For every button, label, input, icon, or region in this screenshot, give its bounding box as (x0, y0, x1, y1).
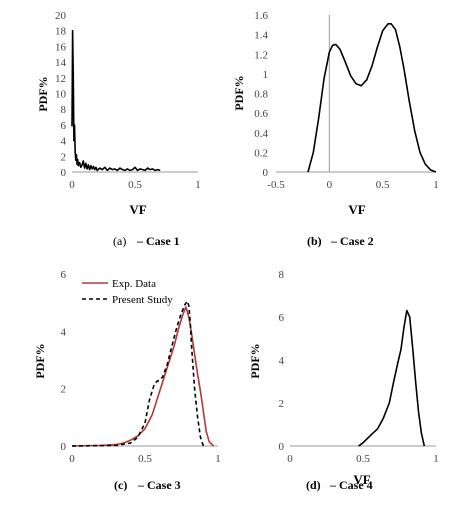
legend: Exp. Data Present Study (82, 278, 173, 306)
series-line (307, 23, 437, 173)
y-tick-label: 10 (55, 89, 67, 101)
series-line (358, 309, 426, 447)
y-tick-label: 8 (61, 104, 67, 116)
x-tick-label: 0.5 (138, 453, 152, 465)
y-tick-label: 18 (55, 26, 67, 38)
series-line (71, 306, 215, 447)
x-tick-label: 0.5 (128, 179, 142, 191)
x-tick-label: 1 (433, 179, 439, 191)
y-axis-label: PDF% (248, 343, 262, 378)
y-tick-label: 6 (61, 269, 67, 281)
y-tick-label: 0.2 (254, 147, 268, 159)
x-tick-label: 0 (287, 453, 293, 465)
caption-text: – Case 1 (136, 234, 180, 248)
panel-case-2: 00.20.40.60.811.21.41.6-0.5 0 0.5 1 PDF% VF… (232, 10, 439, 248)
y-axis-label: PDF% (36, 76, 50, 111)
x-tick-label: 1 (215, 453, 221, 465)
y-tick-label: 4 (61, 326, 67, 338)
series-line (71, 300, 205, 447)
x-tick-label: 0.5 (356, 453, 370, 465)
y-tick-label: 4 (279, 355, 285, 367)
x-axis-label: VF (353, 472, 370, 487)
caption-text: – Case 3 (137, 478, 181, 492)
y-tick-label: 0.8 (254, 89, 268, 101)
y-tick-label: 2 (61, 384, 67, 396)
x-axis-label: VF (129, 202, 146, 217)
y-tick-label: 0 (279, 441, 285, 453)
x-tick-label: 0 (327, 179, 333, 191)
y-tick-label: 0.4 (254, 128, 268, 140)
y-tick-label: 12 (55, 73, 66, 85)
x-tick-label: 1 (433, 453, 439, 465)
y-tick-label: 20 (55, 10, 67, 22)
caption-prefix: (d) (306, 478, 321, 492)
legend-label: Exp. Data (112, 278, 156, 290)
y-tick-label: 0.6 (254, 108, 268, 120)
x-axis-label: VF (348, 202, 365, 217)
y-axis-label: PDF% (33, 343, 47, 378)
y-tick-label: 0 (61, 167, 67, 179)
caption-text: – Case 4 (329, 478, 373, 492)
y-axis-label: PDF% (232, 75, 246, 110)
y-tick-label: 1.6 (254, 10, 268, 22)
y-tick-label: 8 (279, 269, 285, 281)
caption-prefix: (c) (114, 478, 127, 492)
legend-label: Present Study (112, 294, 173, 306)
series-line (71, 29, 161, 172)
y-tick-label: 0 (61, 441, 67, 453)
y-tick-label: 16 (55, 41, 67, 53)
y-tick-label: 2 (279, 398, 285, 410)
y-tick-label: 1.4 (254, 30, 268, 42)
x-tick-label: 0.5 (376, 179, 390, 191)
y-tick-label: 4 (61, 136, 67, 148)
y-tick-label: 6 (61, 120, 67, 132)
x-tick-label: 1 (195, 179, 201, 191)
y-tick-label: 14 (55, 57, 67, 69)
y-tick-label: 0 (263, 167, 269, 179)
x-tick-label: 0 (69, 179, 75, 191)
caption-text: – Case 2 (330, 234, 374, 248)
panel-case-1: 0 2 4 6 8 10 12 14 16 18 20 0 0.5 1 PDF% VF (a) – Cas… (36, 10, 201, 248)
y-tick-label: 2 (61, 151, 67, 163)
caption-prefix: (b) (307, 234, 322, 248)
panel-case-3: 0 2 4 6 0 0.5 1 Exp. Data Present Study PDF% (c… (33, 269, 221, 492)
x-tick-label: 0 (69, 453, 75, 465)
y-tick-label: 1 (263, 69, 269, 81)
y-tick-label: 6 (279, 312, 285, 324)
x-tick-label: -0.5 (267, 179, 285, 191)
panel-case-4: 0 2 4 6 8 0 0.5 1 PDF% VF (d) – Case 4 (248, 269, 439, 492)
caption-prefix: (a) (113, 234, 126, 248)
y-tick-label: 1.2 (254, 49, 268, 61)
